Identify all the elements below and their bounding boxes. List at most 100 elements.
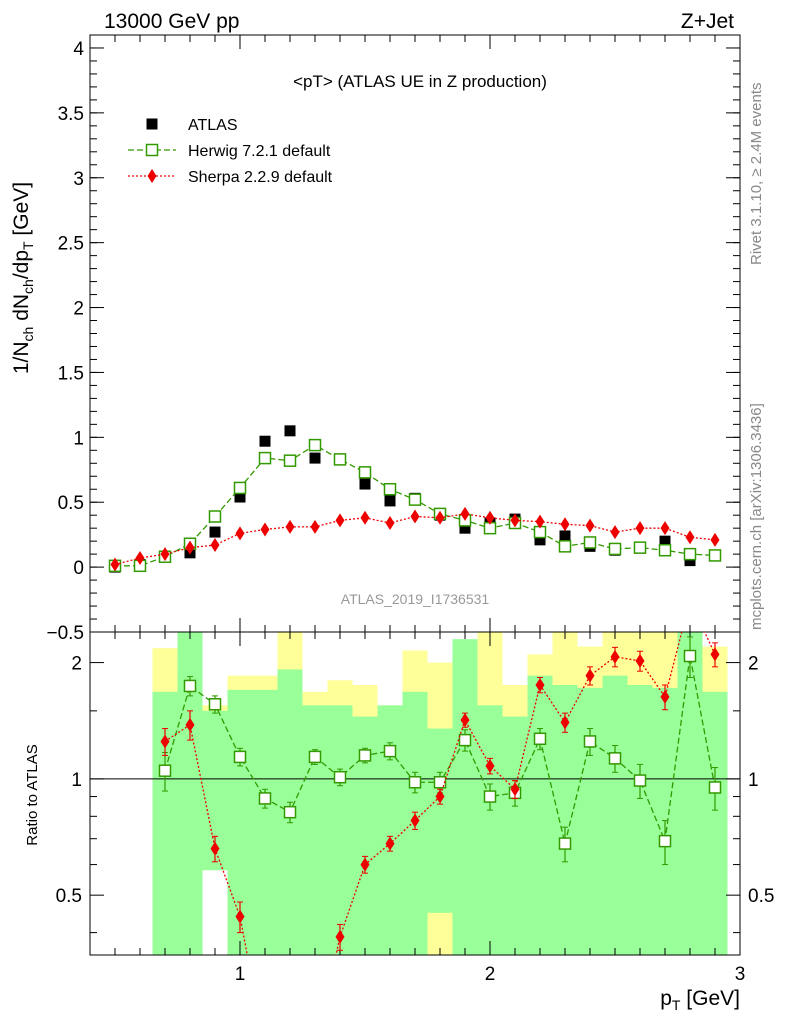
data-point-sherpa — [635, 521, 645, 536]
data-point-herwig — [483, 790, 497, 803]
data-point-herwig — [608, 752, 622, 765]
data-point-sherpa — [535, 514, 545, 529]
data-point-sherpa — [485, 758, 495, 773]
data-point-sherpa — [460, 506, 470, 521]
main-y-tick-label: −0.5 — [46, 623, 84, 644]
data-point-sherpa — [160, 734, 170, 749]
data-point-sherpa — [410, 813, 420, 828]
data-point-sherpa — [510, 782, 520, 797]
process-label: Z+Jet — [681, 10, 734, 33]
data-point-sherpa — [385, 836, 395, 851]
data-point-herwig — [608, 542, 622, 556]
main-series — [108, 425, 722, 573]
data-point-atlas — [459, 522, 471, 534]
data-point-sherpa — [360, 510, 370, 525]
data-point-sherpa — [185, 540, 195, 555]
data-point-herwig — [383, 744, 397, 758]
data-point-herwig — [383, 482, 397, 496]
data-point-herwig — [583, 536, 597, 549]
data-point-herwig — [583, 735, 597, 748]
main-y-tick-label: 3.5 — [58, 104, 84, 125]
data-point-atlas — [309, 452, 321, 464]
data-point-atlas — [146, 118, 158, 130]
main-y-tick-label: 1.5 — [58, 363, 84, 384]
data-point-herwig — [208, 698, 222, 711]
data-point-herwig — [408, 776, 422, 789]
ratio-band-stat — [627, 684, 653, 955]
data-point-sherpa — [235, 526, 245, 541]
data-point-sherpa — [147, 169, 157, 183]
data-point-herwig — [333, 453, 347, 466]
data-point-herwig — [633, 541, 647, 554]
data-point-sherpa — [686, 593, 695, 607]
data-point-herwig — [558, 540, 572, 553]
data-point-atlas — [659, 535, 671, 547]
data-point-sherpa — [135, 551, 145, 566]
main-title: <pT> (ATLAS UE in Z production) — [293, 72, 547, 91]
main-y-tick-label: 0 — [73, 558, 84, 579]
ratio-band-stat — [702, 691, 728, 955]
ratio-band-stat — [302, 705, 328, 955]
main-y-tick-label: 3 — [73, 169, 84, 190]
legend-label: ATLAS — [188, 117, 238, 134]
data-point-herwig — [158, 764, 172, 777]
data-point-sherpa — [560, 715, 570, 730]
data-point-herwig — [658, 543, 672, 557]
data-point-herwig — [683, 649, 697, 663]
ratio-y-tick-label: 2 — [71, 654, 82, 675]
y-axis-title: 1/Nch dNch/dpT [GeV] — [10, 182, 36, 374]
ratio-y-tick-label-right: 2 — [748, 654, 759, 675]
data-point-herwig — [708, 781, 722, 794]
ratio-series-group — [158, 593, 722, 955]
data-point-herwig — [533, 732, 547, 746]
ratio-axes: 0.5 0.5 1 1 2 2 1 2 3 — [56, 632, 774, 985]
ratio-x-tick-label: 1 — [235, 964, 246, 985]
data-point-herwig — [358, 466, 372, 479]
data-point-sherpa — [435, 789, 445, 804]
data-point-herwig — [633, 774, 647, 787]
data-point-herwig — [683, 547, 697, 561]
main-panel: <pT> (ATLAS UE in Z production) ATLAS_20… — [10, 34, 741, 644]
main-y-tick-label: 1 — [73, 428, 84, 449]
data-point-herwig — [233, 481, 247, 495]
ratio-y-tick-label: 0.5 — [56, 886, 82, 907]
data-point-herwig — [458, 733, 472, 747]
data-point-sherpa — [585, 518, 595, 533]
data-point-sherpa — [260, 522, 270, 537]
data-point-herwig — [145, 143, 159, 157]
data-point-sherpa — [660, 689, 670, 704]
data-point-herwig — [283, 454, 297, 467]
data-point-sherpa — [110, 557, 120, 572]
data-point-herwig — [308, 750, 322, 764]
data-point-sherpa — [485, 510, 495, 525]
ratio-y-tick-label: 1 — [71, 770, 82, 791]
data-point-herwig — [408, 493, 422, 506]
rivet-label: Rivet 3.1.10, ≥ 2.4M events — [748, 83, 765, 266]
legend: ATLAS Herwig 7.2.1 default Sherpa 2.2.9 de… — [128, 117, 333, 186]
data-point-sherpa — [710, 532, 720, 547]
ratio-band-stat — [602, 675, 628, 955]
data-point-sherpa — [535, 677, 545, 692]
ratio-panel: 0.5 0.5 1 1 2 2 1 2 3 Ratio to ATLAS pT [GeV] — [24, 593, 774, 1013]
main-y-tick-label: 2.5 — [58, 234, 84, 255]
data-point-sherpa — [360, 857, 370, 872]
ratio-y-tick-label-right: 0.5 — [748, 886, 774, 907]
legend-label: Sherpa 2.2.9 default — [188, 169, 333, 186]
ratio-band-stat — [427, 728, 453, 913]
data-point-atlas — [209, 526, 221, 538]
data-point-sherpa — [310, 519, 320, 534]
data-point-sherpa — [510, 513, 520, 528]
data-point-sherpa — [335, 513, 345, 528]
data-point-atlas — [384, 495, 396, 507]
data-point-sherpa — [185, 717, 195, 732]
data-point-sherpa — [660, 521, 670, 536]
data-point-sherpa — [585, 668, 595, 683]
data-point-herwig — [333, 770, 347, 784]
ratio-y-axis-title: Ratio to ATLAS — [24, 744, 41, 845]
data-point-herwig — [258, 451, 272, 465]
data-point-herwig — [433, 776, 447, 789]
ratio-band-stat — [452, 639, 478, 955]
main-axes: −0.5 0 0.5 1 1.5 2 2.5 3 3.5 4 — [46, 35, 740, 644]
data-point-atlas — [284, 425, 296, 437]
